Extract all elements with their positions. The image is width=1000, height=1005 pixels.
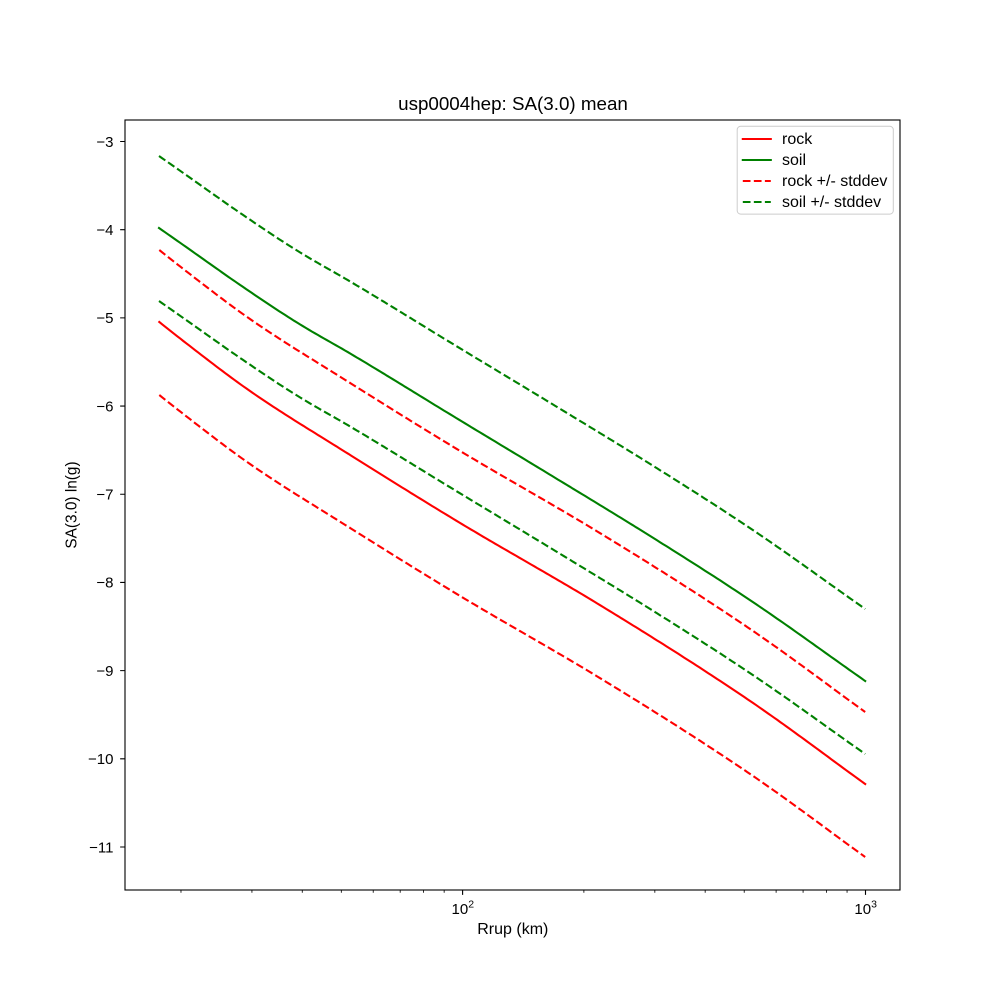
svg-text:soil +/- stddev: soil +/- stddev [782,194,881,211]
svg-text:SA(3.0) ln(g): SA(3.0) ln(g) [64,461,81,548]
svg-text:usp0004hep: SA(3.0) mean: usp0004hep: SA(3.0) mean [398,93,628,114]
svg-text:−7: −7 [96,487,113,504]
svg-text:rock +/- stddev: rock +/- stddev [782,173,887,190]
svg-text:−6: −6 [96,398,113,415]
svg-text:−4: −4 [96,222,113,239]
svg-text:Rrup (km): Rrup (km) [477,921,548,938]
svg-text:−11: −11 [89,839,113,856]
svg-text:−8: −8 [96,575,113,592]
svg-text:rock: rock [782,131,813,148]
svg-text:−9: −9 [96,663,113,680]
svg-text:−3: −3 [96,134,113,151]
svg-text:−10: −10 [88,751,113,768]
svg-text:−5: −5 [96,310,113,327]
svg-text:soil: soil [782,152,806,169]
